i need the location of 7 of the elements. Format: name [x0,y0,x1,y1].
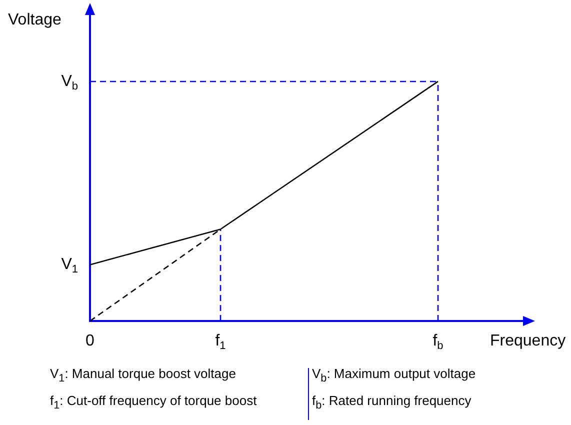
text: f$_{1}$: Cut-off frequency of torque boost [50,392,258,412]
text: f$_{b}$: Rated running frequency [312,392,472,412]
y-axis-title: Voltage [8,11,62,28]
text: V$_{1}$: Manual torque boost voltage [50,366,237,385]
x-axis-title: Frequency [490,332,566,350]
text: V$_{b}$: Maximum output voltage [312,366,477,385]
x-tick-label: 0 [86,332,95,350]
